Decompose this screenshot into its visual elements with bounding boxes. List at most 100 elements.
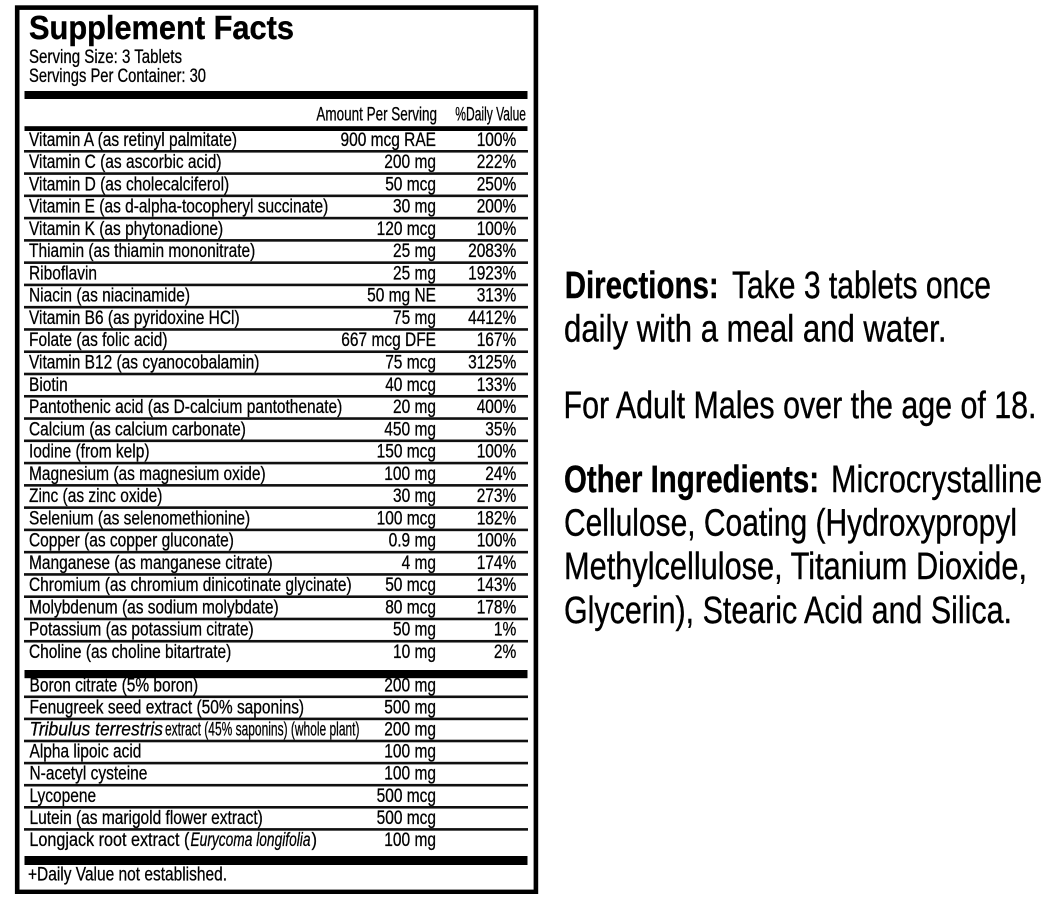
svg-text:%Daily Value: %Daily Value bbox=[455, 105, 526, 126]
svg-text:182%: 182% bbox=[477, 508, 517, 529]
svg-text:Longjack root extract (: Longjack root extract ( bbox=[29, 830, 190, 851]
svg-text:For Adult Males over the age o: For Adult Males over the age of 18. bbox=[564, 385, 1037, 427]
svg-text:Supplement Facts: Supplement Facts bbox=[29, 9, 294, 46]
svg-text:178%: 178% bbox=[477, 598, 517, 619]
svg-text:4 mg: 4 mg bbox=[402, 553, 436, 574]
svg-text:222%: 222% bbox=[477, 152, 517, 173]
svg-text:667 mcg DFE: 667 mcg DFE bbox=[341, 330, 436, 351]
svg-text:75 mcg: 75 mcg bbox=[385, 353, 436, 374]
svg-text:50 mcg: 50 mcg bbox=[385, 174, 436, 195]
svg-text:Magnesium (as magnesium oxide): Magnesium (as magnesium oxide) bbox=[29, 464, 266, 485]
svg-text:24%: 24% bbox=[485, 464, 516, 485]
svg-text:100%: 100% bbox=[477, 130, 517, 151]
svg-text:50 mg NE: 50 mg NE bbox=[367, 286, 436, 307]
svg-text:500 mcg: 500 mcg bbox=[377, 808, 436, 829]
svg-text:50 mg: 50 mg bbox=[393, 620, 436, 641]
svg-text:Thiamin (as thiamin mononitrat: Thiamin (as thiamin mononitrate) bbox=[29, 241, 255, 262]
svg-text:Manganese (as manganese citrat: Manganese (as manganese citrate) bbox=[29, 553, 273, 574]
svg-text:Vitamin K (as phytonadione): Vitamin K (as phytonadione) bbox=[29, 219, 223, 240]
svg-text:Niacin (as niacinamide): Niacin (as niacinamide) bbox=[29, 286, 190, 307]
svg-text:Vitamin C (as ascorbic acid): Vitamin C (as ascorbic acid) bbox=[29, 152, 222, 173]
svg-text:Vitamin B6 (as pyridoxine HCl): Vitamin B6 (as pyridoxine HCl) bbox=[29, 308, 240, 329]
svg-text:200 mg: 200 mg bbox=[384, 720, 436, 741]
svg-text:273%: 273% bbox=[477, 486, 517, 507]
svg-text:50 mcg: 50 mcg bbox=[385, 575, 436, 596]
svg-text:Molybdenum (as sodium molybdat: Molybdenum (as sodium molybdate) bbox=[29, 598, 279, 619]
svg-text:100%: 100% bbox=[477, 531, 517, 552]
svg-text:20 mg: 20 mg bbox=[393, 397, 436, 418]
svg-text:Fenugreek seed extract (50% sa: Fenugreek seed extract (50% saponins) bbox=[30, 697, 305, 718]
svg-text:Copper (as copper gluconate): Copper (as copper gluconate) bbox=[29, 531, 234, 552]
svg-text:100 mg: 100 mg bbox=[384, 830, 436, 851]
svg-text:100 mcg: 100 mcg bbox=[377, 508, 436, 529]
svg-text:Vitamin A (as retinyl palmitat: Vitamin A (as retinyl palmitate) bbox=[29, 130, 237, 151]
svg-text:100%: 100% bbox=[477, 219, 517, 240]
svg-text:Vitamin B12 (as cyanocobalamin: Vitamin B12 (as cyanocobalamin) bbox=[29, 353, 259, 374]
svg-text:1923%: 1923% bbox=[468, 263, 516, 284]
svg-text:100 mg: 100 mg bbox=[384, 464, 436, 485]
svg-text:80 mcg: 80 mcg bbox=[385, 598, 436, 619]
svg-text:40 mcg: 40 mcg bbox=[385, 375, 436, 396]
svg-text:167%: 167% bbox=[477, 330, 517, 351]
svg-text:Tribulus terrestris: Tribulus terrestris bbox=[30, 720, 164, 741]
svg-text:400%: 400% bbox=[477, 397, 517, 418]
svg-text:+Daily Value not established.: +Daily Value not established. bbox=[28, 865, 227, 886]
svg-text:75 mg: 75 mg bbox=[393, 308, 436, 329]
svg-text:Pantothenic acid (as D-calcium: Pantothenic acid (as D-calcium pantothen… bbox=[29, 397, 342, 418]
svg-text:Iodine (from kelp): Iodine (from kelp) bbox=[29, 442, 150, 463]
svg-text:35%: 35% bbox=[485, 419, 516, 440]
svg-text:Boron citrate (5% boron): Boron citrate (5% boron) bbox=[30, 675, 199, 696]
svg-text:25 mg: 25 mg bbox=[393, 263, 436, 284]
svg-text:Servings Per Container: 30: Servings Per Container: 30 bbox=[29, 66, 206, 87]
svg-text:250%: 250% bbox=[477, 174, 517, 195]
svg-text:Take 3 tablets once: Take 3 tablets once bbox=[732, 265, 991, 307]
svg-text:daily with a meal and water.: daily with a meal and water. bbox=[564, 309, 947, 351]
svg-text:30 mg: 30 mg bbox=[393, 486, 436, 507]
svg-text:4412%: 4412% bbox=[468, 308, 516, 329]
svg-text:120 mcg: 120 mcg bbox=[377, 219, 436, 240]
svg-text:10 mg: 10 mg bbox=[393, 642, 436, 663]
svg-text:133%: 133% bbox=[477, 375, 517, 396]
svg-text:100 mg: 100 mg bbox=[384, 742, 436, 763]
svg-text:Biotin: Biotin bbox=[29, 375, 68, 396]
svg-text:3125%: 3125% bbox=[468, 353, 516, 374]
svg-text:Serving Size: 3 Tablets: Serving Size: 3 Tablets bbox=[29, 47, 182, 68]
svg-text:Alpha lipoic acid: Alpha lipoic acid bbox=[30, 742, 142, 763]
svg-text:2%: 2% bbox=[494, 642, 516, 663]
svg-text:Microcrystalline: Microcrystalline bbox=[831, 459, 1042, 501]
svg-text:Riboflavin: Riboflavin bbox=[29, 263, 97, 284]
svg-text:Calcium (as calcium carbonate): Calcium (as calcium carbonate) bbox=[29, 419, 246, 440]
svg-text:Directions:: Directions: bbox=[565, 265, 719, 307]
svg-text:Glycerin), Stearic Acid and Si: Glycerin), Stearic Acid and Silica. bbox=[564, 590, 1012, 632]
svg-text:313%: 313% bbox=[477, 286, 517, 307]
svg-text:extract (45% saponins) (whole: extract (45% saponins) (whole plant) bbox=[165, 720, 360, 741]
svg-text:900 mcg RAE: 900 mcg RAE bbox=[341, 130, 437, 151]
svg-text:150 mcg: 150 mcg bbox=[377, 442, 436, 463]
svg-text:Other Ingredients:: Other Ingredients: bbox=[564, 459, 819, 501]
svg-text:Choline (as choline bitartrate: Choline (as choline bitartrate) bbox=[29, 642, 231, 663]
svg-text:143%: 143% bbox=[477, 575, 517, 596]
svg-text:30 mg: 30 mg bbox=[393, 197, 436, 218]
svg-text:0.9 mg: 0.9 mg bbox=[389, 531, 436, 552]
svg-text:Eurycoma longifolia: Eurycoma longifolia bbox=[191, 830, 311, 851]
svg-text:Potassium (as potassium citrat: Potassium (as potassium citrate) bbox=[29, 620, 254, 641]
svg-text:Methylcellulose, Titanium Diox: Methylcellulose, Titanium Dioxide, bbox=[564, 546, 1027, 588]
svg-text:Folate (as folic acid): Folate (as folic acid) bbox=[29, 330, 168, 351]
svg-text:100 mg: 100 mg bbox=[384, 764, 436, 785]
svg-text:174%: 174% bbox=[477, 553, 517, 574]
svg-text:Amount Per Serving: Amount Per Serving bbox=[316, 105, 437, 126]
svg-text:Lutein (as marigold flower ext: Lutein (as marigold flower extract) bbox=[30, 808, 263, 829]
svg-text:N-acetyl cysteine: N-acetyl cysteine bbox=[30, 764, 148, 785]
svg-text:100%: 100% bbox=[477, 442, 517, 463]
svg-text:Cellulose, Coating (Hydroxypro: Cellulose, Coating (Hydroxypropyl bbox=[564, 503, 1017, 545]
svg-text:2083%: 2083% bbox=[468, 241, 516, 262]
svg-text:25 mg: 25 mg bbox=[393, 241, 436, 262]
svg-text:): ) bbox=[312, 830, 318, 851]
svg-text:500 mcg: 500 mcg bbox=[377, 786, 436, 807]
svg-text:200 mg: 200 mg bbox=[384, 675, 436, 696]
svg-text:450 mg: 450 mg bbox=[384, 419, 436, 440]
svg-text:Chromium (as chromium dinicoti: Chromium (as chromium dinicotinate glyci… bbox=[29, 575, 352, 596]
svg-text:Lycopene: Lycopene bbox=[30, 786, 97, 807]
svg-text:200%: 200% bbox=[477, 197, 517, 218]
svg-text:Vitamin E (as d-alpha-tocopher: Vitamin E (as d-alpha-tocopheryl succina… bbox=[29, 197, 328, 218]
